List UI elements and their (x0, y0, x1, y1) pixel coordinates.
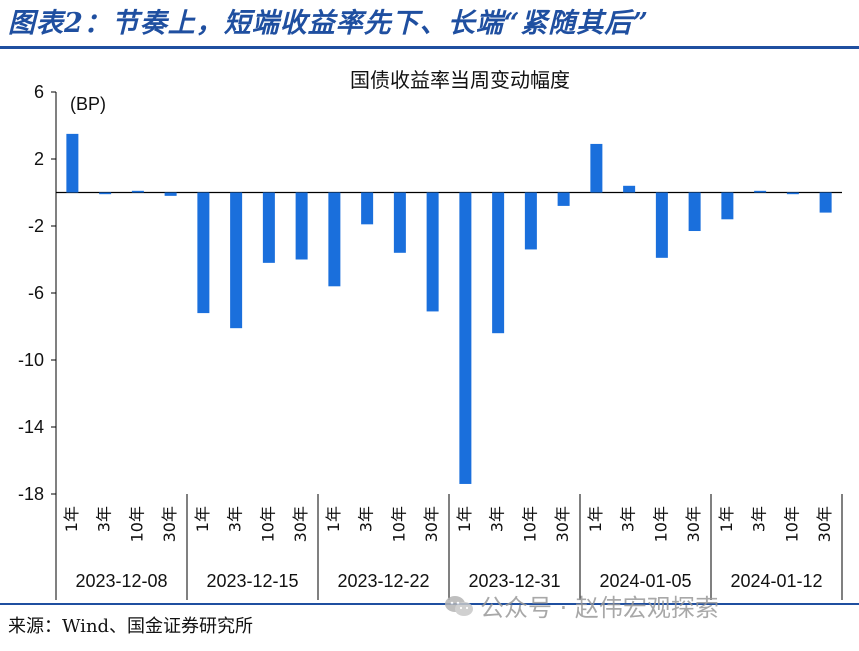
tenor-label: 1年 (717, 506, 736, 532)
bar (786, 192, 799, 195)
group-label: 2023-12-31 (468, 571, 560, 591)
y-tick-label: -6 (28, 283, 44, 303)
bar (164, 192, 177, 196)
label-layer: 6 2 -2 -6 -10 -14 -18 1年 3年 10年 30年 2023-12-08 1年 3年 1… (18, 82, 834, 591)
group-label: 2023-12-22 (337, 571, 429, 591)
tenor-label: 1年 (324, 506, 343, 532)
bar (492, 192, 505, 334)
y-tick-label: 2 (34, 149, 44, 169)
bar (131, 190, 144, 193)
group-label: 2023-12-08 (75, 571, 167, 591)
bar (623, 185, 636, 193)
tenor-label: 10年 (782, 506, 801, 542)
bar (66, 133, 79, 193)
tenor-label: 3年 (619, 506, 638, 532)
y-tick-label: -14 (18, 417, 44, 437)
tenor-label: 10年 (520, 506, 539, 542)
tenor-label: 3年 (95, 506, 114, 532)
tenor-label: 1年 (193, 506, 212, 532)
chart-title: 国债收益率当周变动幅度 (350, 68, 570, 92)
bar (426, 192, 439, 312)
group-label: 2024-01-12 (730, 571, 822, 591)
tenor-label: 10年 (651, 506, 670, 542)
bar (688, 192, 701, 232)
bottom-rule (0, 603, 859, 605)
tenor-label: 3年 (226, 506, 245, 532)
tenor-label: 3年 (357, 506, 376, 532)
watermark: 公众号 · 赵伟宏观探索 (444, 588, 719, 623)
tenor-label: 3年 (488, 506, 507, 532)
y-tick-label: -10 (18, 350, 44, 370)
tenor-label: 30年 (291, 506, 310, 542)
tenor-label: 10年 (127, 506, 146, 542)
bar (557, 192, 570, 206)
bar (328, 192, 341, 287)
bar (655, 192, 668, 258)
bar (361, 192, 374, 225)
tenor-label: 1年 (455, 506, 474, 532)
group-label: 2023-12-15 (206, 571, 298, 591)
tenor-label: 30年 (160, 506, 179, 542)
bar (590, 143, 603, 193)
group-label: 2024-01-05 (599, 571, 691, 591)
tenor-label: 30年 (684, 506, 703, 542)
tenor-label: 10年 (389, 506, 408, 542)
tenor-label: 30年 (815, 506, 834, 542)
bar (393, 192, 406, 253)
y-tick-label: -2 (28, 216, 44, 236)
bar (754, 190, 767, 193)
axis-layer (51, 91, 843, 600)
bar (230, 192, 243, 329)
bar (99, 192, 112, 195)
bar (262, 192, 275, 263)
tenor-label: 1年 (586, 506, 605, 532)
figure-title: 图表2：节奏上，短端收益率先下、长端“紧随其后” (8, 8, 649, 39)
wechat-icon (445, 595, 473, 616)
tenor-label: 10年 (258, 506, 277, 542)
tenor-label: 30年 (553, 506, 572, 542)
bar (524, 192, 537, 250)
unit-label: (BP) (70, 94, 106, 114)
bar (197, 192, 210, 314)
bar (459, 192, 472, 484)
bar (295, 192, 308, 260)
bar-layer (66, 133, 832, 484)
top-rule (0, 46, 859, 49)
watermark-text: 公众号 · 赵伟宏观探索 (480, 594, 719, 622)
source-note: 来源：Wind、国金证券研究所 (8, 616, 254, 637)
tenor-label: 1年 (62, 506, 81, 532)
y-tick-label: -18 (18, 484, 44, 504)
tenor-label: 3年 (750, 506, 769, 532)
y-tick-label: 6 (34, 82, 44, 102)
bar (721, 192, 734, 220)
tenor-label: 30年 (422, 506, 441, 542)
bar-chart: 国债收益率当周变动幅度 (BP) 6 2 -2 -6 -10 -14 -18 1年 3年 10年 3… (18, 68, 843, 600)
bar (819, 192, 832, 213)
